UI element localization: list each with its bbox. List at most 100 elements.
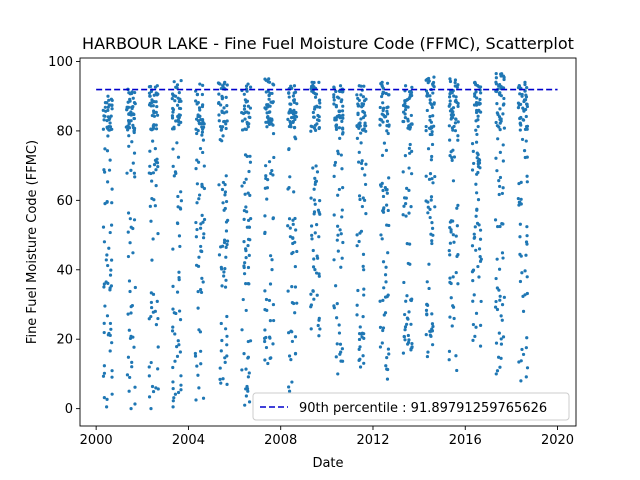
scatter-point	[223, 356, 227, 360]
scatter-point	[387, 93, 391, 97]
scatter-point	[361, 264, 365, 268]
scatter-point	[129, 311, 133, 315]
scatter-point	[293, 311, 297, 315]
scatter-point	[195, 182, 199, 186]
scatter-point	[271, 217, 275, 221]
scatter-point	[149, 219, 153, 223]
scatter-point	[218, 377, 222, 381]
scatter-point	[499, 94, 503, 98]
y-tick-label: 60	[56, 194, 73, 209]
scatter-point	[291, 222, 295, 226]
scatter-point	[133, 90, 137, 95]
scatter-point	[244, 247, 248, 251]
scatter-point	[403, 312, 407, 317]
scatter-point	[312, 198, 316, 202]
scatter-point	[178, 244, 182, 249]
scatter-point	[456, 120, 460, 124]
scatter-point	[270, 122, 274, 126]
scatter-point	[198, 108, 202, 112]
scatter-point	[500, 318, 504, 322]
scatter-point	[502, 295, 506, 299]
scatter-point	[360, 159, 364, 163]
scatter-point	[224, 174, 228, 178]
scatter-point	[475, 108, 479, 113]
scatter-point	[248, 193, 252, 197]
scatter-point	[175, 290, 180, 294]
scatter-point	[502, 96, 506, 101]
scatter-point	[358, 345, 362, 349]
scatter-point	[424, 333, 428, 337]
scatter-point	[131, 251, 135, 255]
scatter-point	[267, 77, 271, 81]
scatter-point	[452, 155, 457, 159]
scatter-point	[448, 241, 452, 245]
scatter-point	[242, 92, 246, 96]
scatter-point	[406, 342, 410, 346]
scatter-point	[148, 149, 152, 153]
scatter-point	[199, 290, 204, 295]
scatter-point	[519, 115, 523, 120]
scatter-point	[246, 125, 250, 129]
scatter-point	[357, 150, 361, 154]
scatter-point	[408, 142, 412, 147]
scatter-point	[110, 392, 114, 396]
scatter-point	[525, 180, 529, 184]
scatter-point	[244, 84, 249, 88]
scatter-point	[313, 95, 318, 99]
scatter-point	[355, 233, 359, 237]
scatter-point	[361, 315, 365, 319]
scatter-point	[264, 164, 268, 168]
scatter-point	[148, 94, 152, 98]
scatter-point	[524, 107, 528, 112]
scatter-point	[433, 174, 437, 179]
scatter-point	[225, 382, 229, 386]
scatter-point	[338, 342, 343, 346]
scatter-point	[521, 294, 525, 298]
scatter-point	[128, 336, 133, 341]
scatter-point	[225, 343, 229, 347]
scatter-point	[102, 364, 106, 368]
scatter-point	[362, 84, 366, 88]
scatter-point	[525, 174, 529, 178]
scatter-point	[406, 261, 410, 266]
scatter-point	[195, 158, 199, 162]
scatter-point	[340, 109, 345, 113]
scatter-point	[381, 188, 385, 193]
scatter-point	[264, 297, 269, 302]
scatter-point	[176, 205, 180, 209]
scatter-point	[199, 362, 203, 366]
scatter-point	[172, 174, 176, 178]
scatter-point	[360, 204, 364, 209]
scatter-point	[453, 121, 458, 125]
scatter-point	[225, 314, 229, 319]
scatter-point	[133, 175, 137, 179]
scatter-point	[109, 223, 114, 227]
y-tick-label: 40	[56, 263, 73, 278]
scatter-point	[313, 91, 317, 96]
scatter-point	[170, 127, 175, 131]
scatter-point	[401, 110, 406, 114]
scatter-point	[317, 318, 321, 322]
scatter-point	[332, 213, 336, 217]
scatter-point	[288, 108, 292, 112]
scatter-point	[221, 180, 225, 185]
scatter-point	[498, 150, 502, 154]
scatter-point	[129, 305, 133, 309]
scatter-point	[338, 116, 342, 120]
scatter-point	[196, 100, 200, 105]
scatter-point	[242, 272, 247, 276]
scatter-point	[494, 372, 498, 376]
scatter-point	[240, 119, 245, 123]
scatter-point	[410, 149, 414, 153]
scatter-point	[127, 134, 131, 138]
scatter-point	[517, 360, 521, 364]
scatter-point	[335, 302, 339, 306]
scatter-point	[223, 206, 227, 211]
scatter-point	[171, 106, 175, 111]
scatter-point	[456, 203, 460, 207]
scatter-point	[332, 95, 336, 99]
scatter-point	[525, 336, 529, 340]
scatter-point	[476, 153, 480, 157]
scatter-point	[200, 125, 204, 129]
scatter-point	[450, 158, 454, 162]
